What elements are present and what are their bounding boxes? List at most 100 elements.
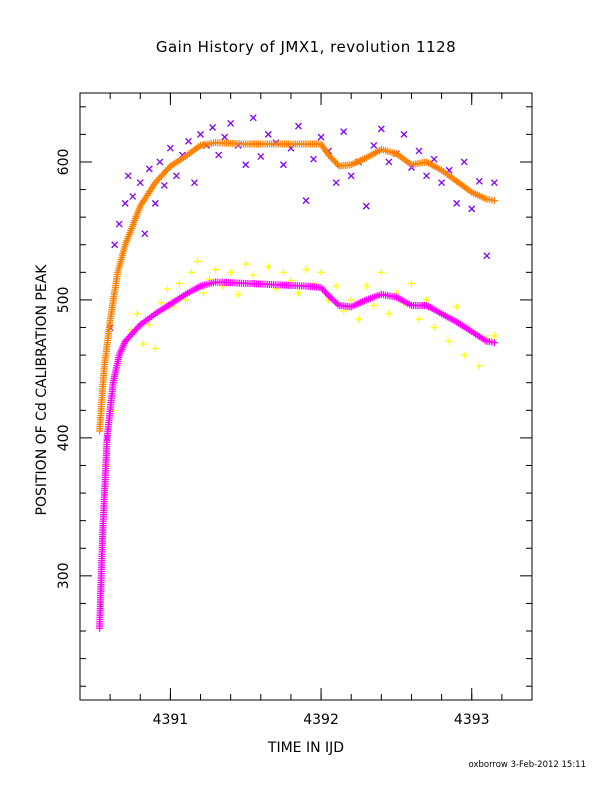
curve-point xyxy=(129,329,137,337)
data-point xyxy=(279,268,287,276)
data-point xyxy=(200,289,208,297)
curve-point xyxy=(133,324,141,332)
data-point xyxy=(219,282,227,290)
data-point xyxy=(215,151,223,159)
data-point xyxy=(332,179,340,187)
data-point xyxy=(139,340,147,348)
data-point xyxy=(103,461,111,469)
data-point xyxy=(234,290,242,298)
data-point xyxy=(310,279,318,287)
series-1 xyxy=(96,278,498,632)
data-point xyxy=(468,205,476,213)
chart-title: Gain History of JMX1, revolution 1128 xyxy=(155,38,457,56)
data-point xyxy=(423,172,430,180)
data-point xyxy=(151,344,159,352)
timestamp-stamp: oxborrow 3-Feb-2012 15:11 xyxy=(468,760,587,770)
curve-point xyxy=(329,156,337,164)
data-point xyxy=(175,279,183,287)
y-tick-label: 300 xyxy=(56,562,72,589)
data-point xyxy=(136,179,144,187)
curve-point xyxy=(121,337,129,345)
curve-point xyxy=(319,285,327,293)
data-point xyxy=(197,130,204,138)
data-point xyxy=(172,172,180,180)
data-point xyxy=(385,310,393,318)
curve-point xyxy=(130,327,138,335)
data-point xyxy=(445,337,453,345)
series-2 xyxy=(103,114,498,442)
data-point xyxy=(249,114,257,122)
plot-frame xyxy=(79,92,533,701)
series-0 xyxy=(96,139,498,435)
curve-point xyxy=(156,174,164,182)
data-point xyxy=(157,299,165,307)
x-tick-label: 4392 xyxy=(303,712,339,728)
curve-point xyxy=(126,332,134,340)
data-point xyxy=(302,266,310,274)
data-point xyxy=(257,152,265,160)
curve-point xyxy=(328,154,336,162)
data-point xyxy=(295,122,302,130)
data-point xyxy=(141,230,149,238)
y-tick-label: 600 xyxy=(56,149,72,176)
curve-point xyxy=(123,336,131,344)
curve-point xyxy=(332,159,340,167)
data-point xyxy=(377,268,385,276)
data-point xyxy=(317,133,325,141)
series-3 xyxy=(103,257,498,469)
data-point xyxy=(264,130,272,138)
data-point xyxy=(453,303,461,311)
data-point xyxy=(430,155,438,163)
data-point xyxy=(124,172,132,180)
curve-point xyxy=(334,161,342,169)
data-point xyxy=(355,315,363,323)
data-point xyxy=(187,268,195,276)
data-point xyxy=(194,257,202,265)
y-tick-label: 400 xyxy=(56,425,72,452)
data-point xyxy=(362,282,370,290)
data-point xyxy=(453,199,461,207)
curve-point xyxy=(163,165,171,173)
curve-point xyxy=(317,284,325,292)
data-point xyxy=(160,181,168,189)
data-point xyxy=(460,158,468,166)
data-point xyxy=(347,296,355,304)
data-point xyxy=(317,268,325,276)
data-point xyxy=(490,179,498,187)
curve-point xyxy=(157,172,165,180)
curve-point xyxy=(320,287,328,295)
data-point xyxy=(121,199,129,207)
curve-point xyxy=(490,339,498,347)
data-point xyxy=(377,125,385,133)
curve-point xyxy=(326,153,334,161)
curve-point xyxy=(151,179,159,187)
data-point xyxy=(475,362,483,370)
curve-point xyxy=(323,290,331,298)
data-point xyxy=(227,268,235,276)
data-point xyxy=(475,177,483,185)
data-point xyxy=(310,155,317,163)
data-point xyxy=(294,289,302,297)
data-point xyxy=(191,179,198,187)
data-point xyxy=(145,321,153,329)
data-point xyxy=(151,199,159,207)
data-point xyxy=(370,141,378,149)
data-point xyxy=(415,315,423,323)
data-point xyxy=(407,279,415,287)
data-point xyxy=(400,130,408,138)
data-point xyxy=(370,301,378,309)
data-point xyxy=(483,252,491,260)
data-point xyxy=(362,202,370,210)
data-point xyxy=(212,266,220,274)
data-point xyxy=(145,165,153,173)
y-tick-label: 500 xyxy=(56,287,72,314)
curve-point xyxy=(322,288,330,296)
data-point xyxy=(163,285,171,293)
data-point xyxy=(264,263,272,271)
curve-point xyxy=(162,167,170,175)
curve-point xyxy=(127,331,135,339)
curve-point xyxy=(154,175,162,183)
curve-point xyxy=(153,177,161,185)
data-point xyxy=(460,351,468,359)
data-point xyxy=(340,128,348,136)
